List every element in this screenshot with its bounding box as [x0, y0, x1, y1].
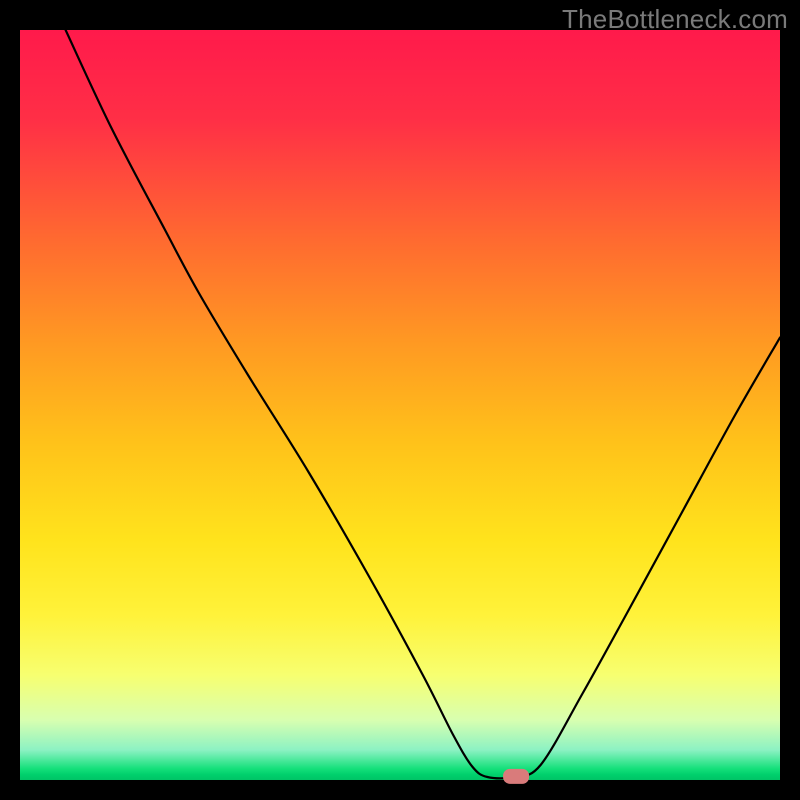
curve-line: [20, 30, 780, 780]
bottleneck-marker: [503, 769, 529, 783]
plot-area: [20, 30, 780, 780]
chart-root: TheBottleneck.com: [0, 0, 800, 800]
